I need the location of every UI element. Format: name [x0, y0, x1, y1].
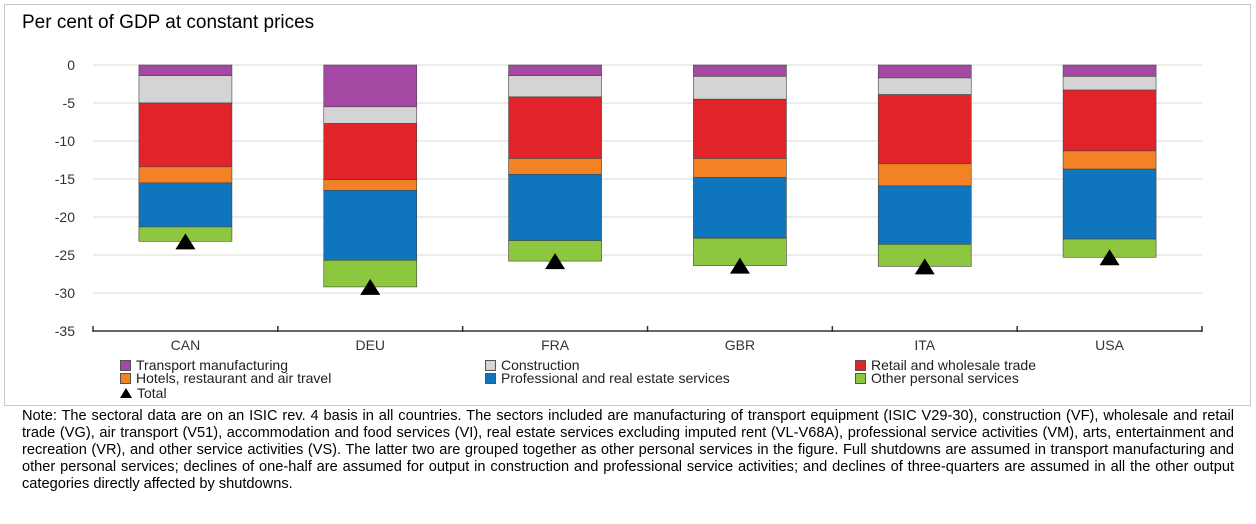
bar-segment [1062, 150, 1157, 170]
total-marker [175, 233, 196, 250]
x-category-label: FRA [541, 337, 570, 353]
y-tick-label: 0 [67, 57, 75, 73]
chart-title: Per cent of GDP at constant prices [22, 12, 315, 33]
bar-segment [877, 77, 972, 95]
chart-frame [4, 4, 1251, 406]
bar-segment [877, 163, 972, 187]
triangle-icon [120, 388, 132, 398]
y-tick-label: -20 [55, 209, 75, 225]
bar-segment [1062, 64, 1157, 77]
total-marker [914, 258, 935, 275]
bar-segment [693, 158, 787, 178]
legend-item: Other personal services [855, 370, 1019, 386]
bar-segment [877, 64, 972, 79]
x-category-label: ITA [914, 337, 935, 353]
bar-segment [693, 64, 787, 77]
bar-segment [323, 106, 418, 124]
bar-segment [508, 64, 602, 76]
chart-note: Note: The sectoral data are on an ISIC r… [22, 408, 1234, 492]
y-tick-label: -25 [55, 247, 75, 263]
x-category-label: CAN [171, 337, 201, 353]
legend-label: Professional and real estate services [501, 370, 730, 386]
bar-segment [323, 190, 418, 261]
y-tick-label: -15 [55, 171, 75, 187]
bar-segment [323, 179, 418, 191]
legend-swatch [120, 359, 131, 371]
total-marker [360, 278, 381, 295]
legend-item: Transport manufacturing [120, 357, 288, 373]
x-category-label: DEU [355, 337, 385, 353]
legend-label: Transport manufacturing [136, 357, 288, 373]
legend-swatch [120, 372, 131, 384]
bar-segment [1062, 168, 1157, 240]
bar-segment [138, 75, 233, 104]
legend-swatch [855, 359, 866, 371]
y-tick-label: -30 [55, 285, 75, 301]
bar-segment [138, 102, 233, 168]
y-tick-label: -35 [55, 323, 75, 339]
total-marker [545, 253, 566, 270]
bar-segment [693, 177, 787, 239]
legend-swatch [855, 372, 866, 384]
bar-segment [1062, 89, 1157, 152]
bar-segment [138, 64, 233, 76]
stacked-bar-chart: 0 -5 -10 -15 -20 -25 -30 -35 CAN DEU FRA GBR ITA USA [55, 57, 1203, 353]
legend-swatch [485, 372, 496, 384]
bar-segment [693, 76, 787, 100]
legend-item: Professional and real estate services [485, 370, 730, 386]
total-marker [1099, 249, 1120, 266]
total-marker [729, 257, 750, 274]
bar-segment [877, 185, 972, 245]
legend-label: Hotels, restaurant and air travel [136, 370, 332, 386]
legend-label: Total [137, 385, 167, 401]
legend-item: Hotels, restaurant and air travel [120, 370, 331, 386]
legend-item: Construction [485, 357, 580, 373]
bar-segment [138, 166, 233, 184]
chart-legend: Transport manufacturing Construction Retai… [120, 357, 1120, 401]
legend-item: Total [120, 385, 167, 401]
bar-segment [693, 98, 787, 159]
bar-segment [323, 123, 418, 181]
legend-item: Retail and wholesale trade [855, 357, 1036, 373]
legend-label: Retail and wholesale trade [871, 357, 1036, 373]
x-category-label: USA [1095, 337, 1124, 353]
x-category-label: GBR [725, 337, 755, 353]
y-tick-label: -10 [55, 133, 75, 149]
bar-segment [323, 64, 418, 108]
bar-segment [508, 174, 602, 241]
bar-segment [508, 75, 602, 98]
y-tick-label: -5 [63, 95, 76, 111]
bar-segment [877, 94, 972, 165]
bar-segment [1062, 76, 1157, 91]
bar-segment [508, 158, 602, 175]
legend-label: Other personal services [871, 370, 1019, 386]
bar-segment [138, 182, 233, 228]
legend-swatch [485, 359, 496, 371]
bar-segment [508, 96, 602, 159]
legend-label: Construction [501, 357, 580, 373]
